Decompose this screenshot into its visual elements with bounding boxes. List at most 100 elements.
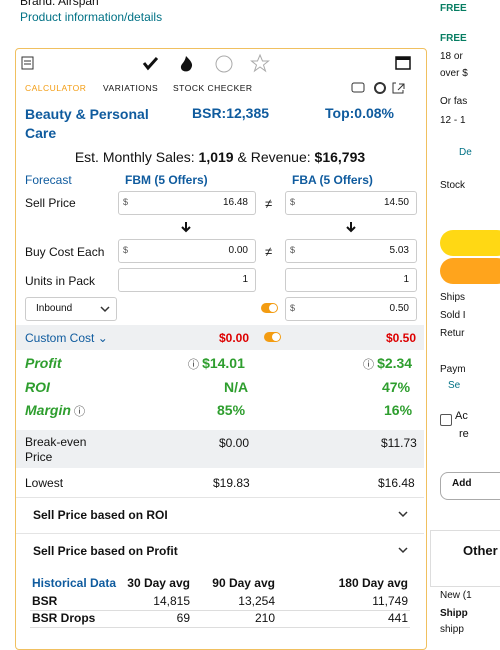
table-header: 30 Day avg <box>127 576 190 590</box>
break-even-row <box>16 430 424 468</box>
row-label: Profit <box>25 355 62 371</box>
sidebar-text: shipp <box>440 624 464 635</box>
export-icon[interactable] <box>392 82 405 94</box>
custom-cost-toggle[interactable]: Custom Cost ⌄ <box>25 331 108 345</box>
value: $2.34 <box>377 355 413 371</box>
value: 1 <box>403 274 409 285</box>
sidebar-text: Ac <box>455 410 468 422</box>
value: 16.48 <box>222 197 248 208</box>
table-cell: 11,749 <box>372 594 408 608</box>
sidebar-text: over $ <box>440 68 468 79</box>
row-label: Sell Price <box>25 196 76 210</box>
tab[interactable]: STOCK CHECKER <box>173 83 253 93</box>
sidebar-text: Stock <box>440 180 466 191</box>
sidebar-text: Ships <box>440 292 466 303</box>
row-label: Break-even Price <box>25 435 87 464</box>
toggle[interactable] <box>264 332 281 342</box>
input[interactable]: $0.50 <box>285 297 417 321</box>
value: 14.50 <box>383 197 409 208</box>
add-to-cart-button[interactable] <box>440 230 500 256</box>
table-header: 180 Day avg <box>338 576 408 590</box>
input[interactable]: $5.03 <box>285 239 417 263</box>
label: Est. Monthly Sales: <box>74 149 195 165</box>
label: Margin <box>25 402 71 418</box>
label: Custom Cost <box>25 331 95 345</box>
fbm-roi: N/A <box>224 379 249 395</box>
sidebar-text: Add <box>452 478 472 489</box>
sidebar-text: Shipp <box>440 608 468 619</box>
not-equal: ≠ <box>265 196 273 211</box>
accordion[interactable]: Sell Price based on Profit <box>16 533 424 567</box>
sidebar-text: Sold I <box>440 310 466 321</box>
inbound-select[interactable]: Inbound <box>25 297 117 321</box>
fbm-header: FBM (5 Offers) <box>125 173 208 187</box>
est-sales: Est. Monthly Sales: 1,019 & Revenue: $16… <box>16 149 424 165</box>
value: 0.50 <box>389 303 409 314</box>
accordion[interactable]: Sell Price based on ROI <box>16 497 424 531</box>
row-divider <box>30 610 410 611</box>
add-button[interactable] <box>440 472 500 500</box>
input[interactable]: 1 <box>285 268 417 292</box>
top-percent: Top:0.08% <box>325 105 394 121</box>
row-label: Buy Cost Each <box>25 245 105 259</box>
arrow <box>181 222 191 233</box>
select-text: Inbound <box>36 303 73 314</box>
fba-profit: ⓘ $2.34 <box>363 355 413 371</box>
input[interactable]: $14.50 <box>285 191 417 215</box>
tab-icons <box>351 82 405 94</box>
category: Beauty & Personal Care <box>25 106 149 141</box>
accordion-title: Sell Price based on Profit <box>33 544 178 558</box>
revenue: $16,793 <box>314 149 366 165</box>
page: Brand: Airspan Product information/detai… <box>15 0 500 650</box>
sidebar-text: 18 or <box>440 51 463 62</box>
currency: $ <box>290 197 296 207</box>
bsr: BSR:12,385 <box>192 105 270 121</box>
settings-icon[interactable] <box>374 82 386 94</box>
tab[interactable]: VARIATIONS <box>103 83 159 93</box>
other-sellers-box <box>430 530 500 587</box>
row-label: Lowest <box>25 476 64 490</box>
table-cell: 210 <box>254 611 275 625</box>
input[interactable]: $16.48 <box>118 191 256 215</box>
sidebar-text: De <box>459 147 472 158</box>
toggle[interactable] <box>261 303 278 313</box>
table-cell: 14,815 <box>153 594 190 608</box>
fbm-custom-cost: $0.00 <box>219 331 250 345</box>
sidebar-text: 12 - 1 <box>440 115 466 126</box>
currency: $ <box>123 245 129 255</box>
input[interactable]: 1 <box>118 268 256 292</box>
sales: 1,019 <box>198 149 234 165</box>
gauge-icon[interactable] <box>215 55 233 73</box>
fba-break-even: $11.73 <box>381 436 417 450</box>
sidebar-text: New (1 <box>440 590 472 601</box>
value: $14.01 <box>202 355 245 371</box>
sidebar-text: Or fas <box>440 96 468 107</box>
value: 5.03 <box>389 245 409 256</box>
currency: $ <box>290 303 296 313</box>
tab[interactable]: CALCULATOR <box>25 83 87 93</box>
chat-icon[interactable] <box>351 82 365 93</box>
fbm-profit: ⓘ $14.01 <box>188 355 245 371</box>
details-link[interactable]: Product information/details <box>20 10 163 24</box>
fire-icon[interactable] <box>180 56 193 72</box>
fba-header: FBA (5 Offers) <box>292 173 373 187</box>
table-cell: 13,254 <box>238 594 275 608</box>
table-icon[interactable] <box>21 56 34 70</box>
toolbar <box>21 53 411 73</box>
sidebar-text: FREE <box>440 3 467 14</box>
star-icon[interactable] <box>250 53 270 73</box>
table-cell: 69 <box>176 611 190 625</box>
row-label: BSR Drops <box>32 611 96 625</box>
table-header: 90 Day avg <box>212 576 275 590</box>
forecast: Forecast <box>25 173 72 187</box>
fba-custom-cost: $0.50 <box>386 331 417 345</box>
input[interactable]: $0.00 <box>118 239 256 263</box>
check-icon[interactable] <box>142 56 159 71</box>
fbm-lowest: $19.83 <box>213 476 250 490</box>
fbm-break-even: $0.00 <box>219 436 250 450</box>
fba-lowest: $16.48 <box>378 476 415 490</box>
buy-now-button[interactable] <box>440 258 500 284</box>
checkbox[interactable] <box>440 414 452 426</box>
arrow <box>346 222 356 233</box>
fba-margin: 16% <box>384 402 413 418</box>
